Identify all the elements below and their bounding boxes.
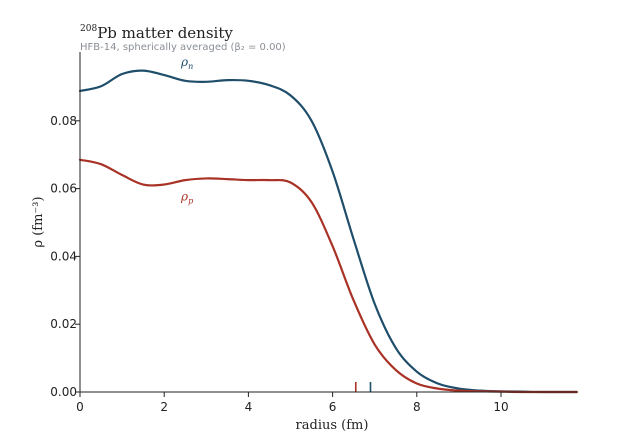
x-axis-label: radius (fm) [296,418,369,433]
x-axis-ticks: 0 2 4 6 8 10 [76,392,509,414]
y-tick-label: 0.02 [50,317,77,331]
series-label-n: ρn [180,55,193,71]
x-tick-label: 6 [329,400,337,414]
y-tick-label: 0.00 [50,385,77,399]
series-label-layer: ρn ρp [180,55,193,206]
x-tick-label: 2 [160,400,168,414]
title-main: Pb matter density [97,24,233,42]
x-tick-label: 10 [493,400,508,414]
x-tick-label: 0 [76,400,84,414]
series-layer [78,69,578,394]
series-line-n [78,69,578,394]
marker-layer [354,382,372,392]
x-tick-label: 8 [413,400,421,414]
chart-title: 208Pb matter density [80,24,233,42]
series-line-p [78,158,578,394]
y-axis-label: ρ (fm⁻³) [31,196,46,247]
y-tick-label: 0.06 [50,182,77,196]
x-tick-label: 4 [245,400,253,414]
y-axis-ticks: 0.00 0.02 0.04 0.06 0.08 [50,114,80,399]
y-tick-label: 0.08 [50,114,77,128]
y-tick-label: 0.04 [50,249,77,263]
title-superscript: 208 [80,24,97,34]
series-label-p: ρp [180,189,193,205]
chart-subtitle: HFB-14, spherically averaged (β₂ = 0.00) [80,42,286,53]
